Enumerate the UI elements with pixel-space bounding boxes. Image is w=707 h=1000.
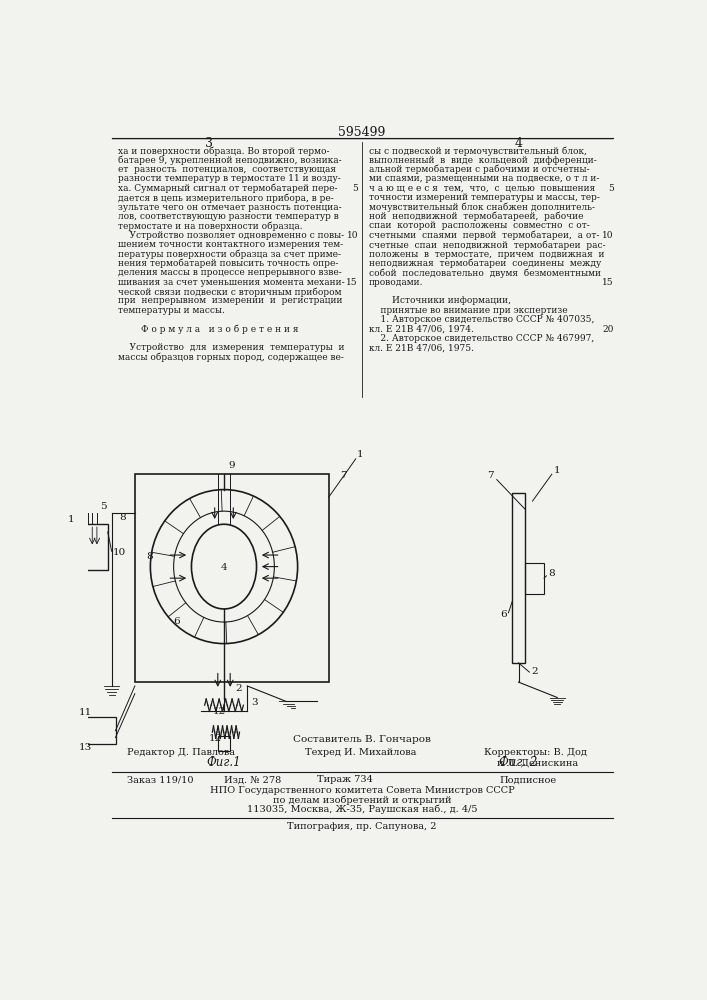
Bar xyxy=(513,493,525,663)
Text: ет  разность  потенциалов,  соответствующая: ет разность потенциалов, соответствующая xyxy=(118,165,336,174)
Text: дается в цепь измерительного прибора, в ре-: дается в цепь измерительного прибора, в … xyxy=(118,193,334,203)
Text: по делам изобретений и открытий: по делам изобретений и открытий xyxy=(273,795,451,805)
Text: температуры и массы.: температуры и массы. xyxy=(118,306,225,315)
Text: ческой связи подвески с вторичным прибором: ческой связи подвески с вторичным прибор… xyxy=(118,287,341,297)
Bar xyxy=(81,717,115,744)
Text: термостате и на поверхности образца.: термостате и на поверхности образца. xyxy=(118,221,303,231)
Text: 1: 1 xyxy=(554,466,560,475)
Text: зультате чего он отмечает разность потенциа-: зультате чего он отмечает разность потен… xyxy=(118,203,341,212)
Text: 5: 5 xyxy=(352,184,358,193)
Text: ха. Суммарный сигнал от термобатарей пере-: ха. Суммарный сигнал от термобатарей пер… xyxy=(118,184,337,193)
Text: 6: 6 xyxy=(501,610,508,619)
Text: Типография, пр. Сапунова, 2: Типография, пр. Сапунова, 2 xyxy=(287,822,437,831)
Text: 7: 7 xyxy=(488,471,494,480)
Text: альной термобатареи с рабочими и отсчетны-: альной термобатареи с рабочими и отсчетн… xyxy=(369,165,590,174)
Text: 113035, Москва, Ж-35, Раушская наб., д. 4/5: 113035, Москва, Ж-35, Раушская наб., д. … xyxy=(247,804,477,814)
Text: 12: 12 xyxy=(212,707,226,716)
Text: деления массы в процессе непрерывного взве-: деления массы в процессе непрерывного вз… xyxy=(118,268,341,277)
Text: 3: 3 xyxy=(251,698,258,707)
Text: ной  неподвижной  термобатареей,  рабочие: ной неподвижной термобатареей, рабочие xyxy=(369,212,583,221)
Text: 11: 11 xyxy=(78,708,91,717)
Bar xyxy=(525,563,544,594)
Text: 10: 10 xyxy=(113,548,127,557)
Text: 2. Авторское свидетельство СССР № 467997,: 2. Авторское свидетельство СССР № 467997… xyxy=(369,334,594,343)
Text: счетными  спаями  первой  термобатареи,  а от-: счетными спаями первой термобатареи, а о… xyxy=(369,231,600,240)
Text: 8: 8 xyxy=(548,569,554,578)
Text: Тираж 734: Тираж 734 xyxy=(317,775,373,784)
Bar xyxy=(218,736,230,751)
Text: Фиг. 2: Фиг. 2 xyxy=(499,756,538,769)
Text: лов, соответствующую разности температур в: лов, соответствующую разности температур… xyxy=(118,212,339,221)
Text: Техред И. Михайлова: Техред И. Михайлова xyxy=(305,748,416,757)
Text: 1. Авторское свидетельство СССР № 407035,: 1. Авторское свидетельство СССР № 407035… xyxy=(369,315,595,324)
Text: 12: 12 xyxy=(209,734,222,743)
Text: ха и поверхности образца. Во второй термо-: ха и поверхности образца. Во второй терм… xyxy=(118,146,329,156)
Text: проводами.: проводами. xyxy=(369,278,423,287)
Text: 5: 5 xyxy=(100,502,107,511)
Ellipse shape xyxy=(192,524,257,609)
Text: собой  последовательно  двумя  безмоментными: собой последовательно двумя безмоментным… xyxy=(369,268,601,278)
Text: Фиг.1: Фиг.1 xyxy=(206,756,241,769)
Text: 10: 10 xyxy=(346,231,358,240)
Text: кл. Е 21В 47/06, 1975.: кл. Е 21В 47/06, 1975. xyxy=(369,343,474,352)
Text: 13: 13 xyxy=(78,743,91,752)
Text: 15: 15 xyxy=(346,278,358,287)
Text: счетные  спаи  неподвижной  термобатареи  рас-: счетные спаи неподвижной термобатареи ра… xyxy=(369,240,606,250)
Text: неподвижная  термобатареи  соединены  между: неподвижная термобатареи соединены между xyxy=(369,259,601,268)
Text: 4: 4 xyxy=(221,563,228,572)
Text: мочувствительный блок снабжен дополнитель-: мочувствительный блок снабжен дополнител… xyxy=(369,203,595,212)
Text: принятые во внимание при экспертизе: принятые во внимание при экспертизе xyxy=(369,306,568,315)
Text: ч а ю щ е е с я  тем,  что,  с  целью  повышения: ч а ю щ е е с я тем, что, с целью повыше… xyxy=(369,184,595,193)
Text: Источники информации,: Источники информации, xyxy=(369,296,511,305)
Text: 2: 2 xyxy=(531,667,537,676)
Text: 9: 9 xyxy=(228,461,235,470)
Text: 8: 8 xyxy=(119,513,126,522)
Bar xyxy=(135,474,329,682)
Text: Редактор Д. Павлова: Редактор Д. Павлова xyxy=(127,748,235,757)
Text: ми спаями, размещенными на подвеске, о т л и-: ми спаями, размещенными на подвеске, о т… xyxy=(369,174,600,183)
Text: Устройство  для  измерения  температуры  и: Устройство для измерения температуры и xyxy=(118,343,344,352)
Text: батарее 9, укрепленной неподвижно, возника-: батарее 9, укрепленной неподвижно, возни… xyxy=(118,156,341,165)
Text: массы образцов горных пород, содержащее ве-: массы образцов горных пород, содержащее … xyxy=(118,353,344,362)
Text: нения термобатарей повысить точность опре-: нения термобатарей повысить точность опр… xyxy=(118,259,338,268)
Text: Составитель В. Гончаров: Составитель В. Гончаров xyxy=(293,735,431,744)
Bar xyxy=(77,524,107,570)
Text: 1: 1 xyxy=(67,515,74,524)
Text: выполненный  в  виде  кольцевой  дифференци-: выполненный в виде кольцевой дифференци- xyxy=(369,156,597,165)
Text: 8: 8 xyxy=(146,552,153,561)
Text: 5: 5 xyxy=(608,184,614,193)
Text: НПО Государственного комитета Совета Министров СССР: НПО Государственного комитета Совета Мин… xyxy=(209,786,514,795)
Text: точности измерений температуры и массы, тер-: точности измерений температуры и массы, … xyxy=(369,193,600,202)
Text: и Л. Денискина: и Л. Денискина xyxy=(497,758,578,767)
Text: Ф о р м у л а   и з о б р е т е н и я: Ф о р м у л а и з о б р е т е н и я xyxy=(118,325,298,334)
Text: при  непрерывном  измерении  и  регистрации: при непрерывном измерении и регистрации xyxy=(118,296,342,305)
Text: 7: 7 xyxy=(340,471,347,480)
Text: шивания за счет уменьшения момента механи-: шивания за счет уменьшения момента механ… xyxy=(118,278,344,287)
Text: 6: 6 xyxy=(174,617,180,626)
Text: 10: 10 xyxy=(602,231,614,240)
Text: 20: 20 xyxy=(602,325,614,334)
Text: 15: 15 xyxy=(602,278,614,287)
Text: сы с подвеской и термочувствительный блок,: сы с подвеской и термочувствительный бло… xyxy=(369,146,587,156)
Text: кл. Е 21В 47/06, 1974.: кл. Е 21В 47/06, 1974. xyxy=(369,325,474,334)
Text: 595499: 595499 xyxy=(338,126,385,139)
Text: разности температур в термостате 11 и возду-: разности температур в термостате 11 и во… xyxy=(118,174,341,183)
Text: шением точности контактного измерения тем-: шением точности контактного измерения те… xyxy=(118,240,343,249)
Text: Заказ 119/10: Заказ 119/10 xyxy=(127,775,194,784)
Text: 4: 4 xyxy=(515,137,522,150)
Text: Подписное: Подписное xyxy=(499,775,556,784)
Text: 3: 3 xyxy=(204,137,213,150)
Text: спаи  которой  расположены  совместно  с от-: спаи которой расположены совместно с от- xyxy=(369,221,590,230)
Text: 2: 2 xyxy=(235,684,243,693)
Text: Устройство позволяет одновременно с повы-: Устройство позволяет одновременно с повы… xyxy=(118,231,344,240)
Text: пературы поверхности образца за счет приме-: пературы поверхности образца за счет при… xyxy=(118,250,341,259)
Text: 1: 1 xyxy=(356,450,363,459)
Text: положены  в  термостате,  причем  подвижная  и: положены в термостате, причем подвижная … xyxy=(369,250,604,259)
Text: Изд. № 278: Изд. № 278 xyxy=(224,775,281,784)
Text: Корректоры: В. Дод: Корректоры: В. Дод xyxy=(484,748,587,757)
